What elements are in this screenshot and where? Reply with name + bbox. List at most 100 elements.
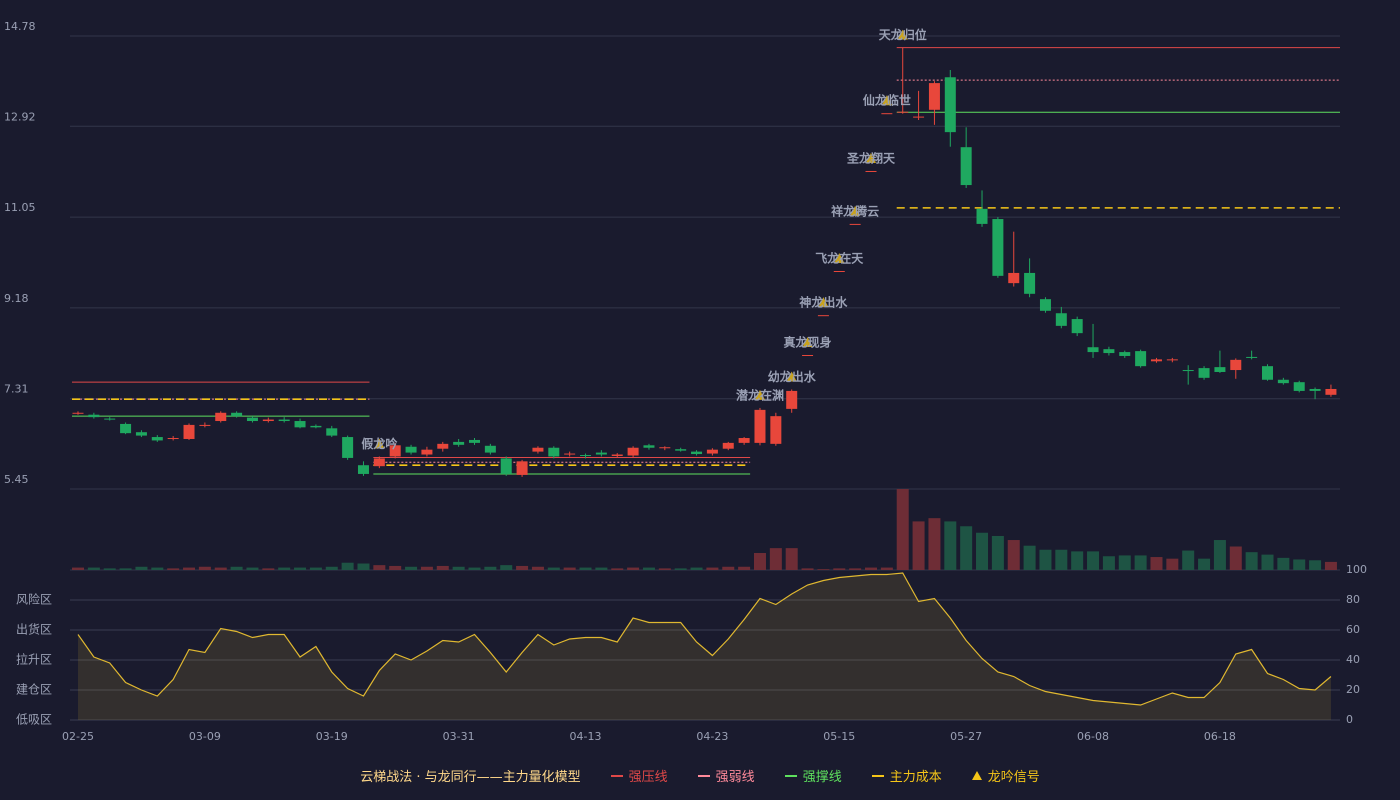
x-tick-label: 03-19 [316,730,348,743]
signal-label: 祥龙腾云 [831,203,879,218]
candle-body [738,438,750,443]
candle-body [691,451,703,455]
candle-body [833,270,845,272]
x-tick-label: 06-08 [1077,730,1109,743]
volume-bar [785,548,798,570]
volume-bar [1134,555,1147,570]
candle-body [500,458,512,474]
candle-body [992,219,1004,276]
volume-bar [183,567,196,570]
candle-body [310,425,322,428]
legend-label: 强压线 [628,770,668,785]
y-tick-label: 11.05 [4,201,36,214]
signal-marker [881,95,892,106]
signal-label: 假龙吟 [361,436,397,451]
candle-body [1135,351,1147,367]
candle-body [580,455,592,457]
volume-bar [500,565,513,570]
signal-marker [786,371,797,382]
y2-tick-label: 60 [1346,623,1360,636]
volume-bar [1198,558,1211,570]
candle-body [1182,370,1194,372]
candle-body [960,147,972,186]
candle-body [659,447,671,449]
volume-bar [246,567,259,570]
x-tick-label: 05-15 [823,730,855,743]
candle-body [215,412,227,422]
volume-bar [516,565,529,570]
signal-marker [754,389,765,400]
candle-body [167,438,179,440]
candle-body [1246,356,1258,358]
volume-bar [135,566,148,570]
y2-tick-label: 0 [1346,713,1353,726]
volume-bar [119,568,132,570]
legend-label: 主力成本 [889,770,942,785]
volume-bar [1245,552,1258,570]
zone-label: 建仓区 [16,683,52,697]
candle-body [849,223,861,225]
x-tick-label: 04-13 [570,730,602,743]
candle-body [421,449,433,455]
signal-marker [834,252,845,263]
candle-body [1166,359,1178,361]
x-tick-label: 02-25 [62,730,94,743]
candle-body [437,443,449,449]
legend-swatch [697,774,710,777]
candle-body [1039,299,1051,311]
candle-body [453,441,465,445]
volume-bar [801,568,814,570]
legend-item: 强撑线 [784,766,842,785]
signal-label: 真龙现身 [784,334,832,349]
volume-bar [1213,540,1226,570]
candle-body [897,111,909,113]
candle-body [326,428,338,436]
signal-marker [866,152,876,163]
volume-bar [420,566,433,570]
volume-bar [976,532,989,570]
volume-bar [468,567,481,570]
candle-body [643,445,655,448]
volume-bar [1007,540,1020,570]
volume-bar [167,568,180,570]
volume-bar [769,548,782,570]
signal-marker [802,336,813,347]
candle-body [913,116,925,118]
candle-body [881,113,893,115]
volume-bar [1087,551,1100,570]
legend-swatch [971,771,982,780]
legend-swatch [871,774,884,777]
y-tick-label: 5.45 [4,473,29,486]
volume-bar [960,526,973,570]
volume-bar [690,567,703,570]
volume-bar [357,563,370,570]
legend-label: 龙吟信号 [987,770,1040,785]
volume-bar [389,565,402,570]
signal-marker [818,297,829,308]
y2-tick-label: 20 [1346,683,1360,696]
volume-bar [611,568,624,570]
volume-bar [722,566,735,570]
candle-body [1262,366,1273,380]
volume-bar [294,567,307,570]
candle-body [88,414,100,418]
volume-bar [1277,557,1290,570]
x-tick-label: 03-31 [443,730,475,743]
x-tick-label: 04-23 [696,730,728,743]
candle-body [262,419,274,422]
volume-bar [658,568,671,570]
y-tick-label: 14.78 [4,20,36,33]
volume-bar [674,568,687,570]
volume-bar [452,566,465,570]
candle-body [1198,368,1210,378]
x-tick-label: 03-09 [189,730,221,743]
zone-label: 出货区 [16,622,52,637]
volume-bar [151,567,164,570]
y2-tick-label: 100 [1346,563,1367,576]
candle-body [722,442,734,449]
candle-body [1309,388,1321,391]
legend-label: 强弱线 [715,770,755,785]
volume-bar [1102,556,1115,570]
legend-item: 龙吟信号 [971,766,1040,785]
candle-body [611,454,623,456]
